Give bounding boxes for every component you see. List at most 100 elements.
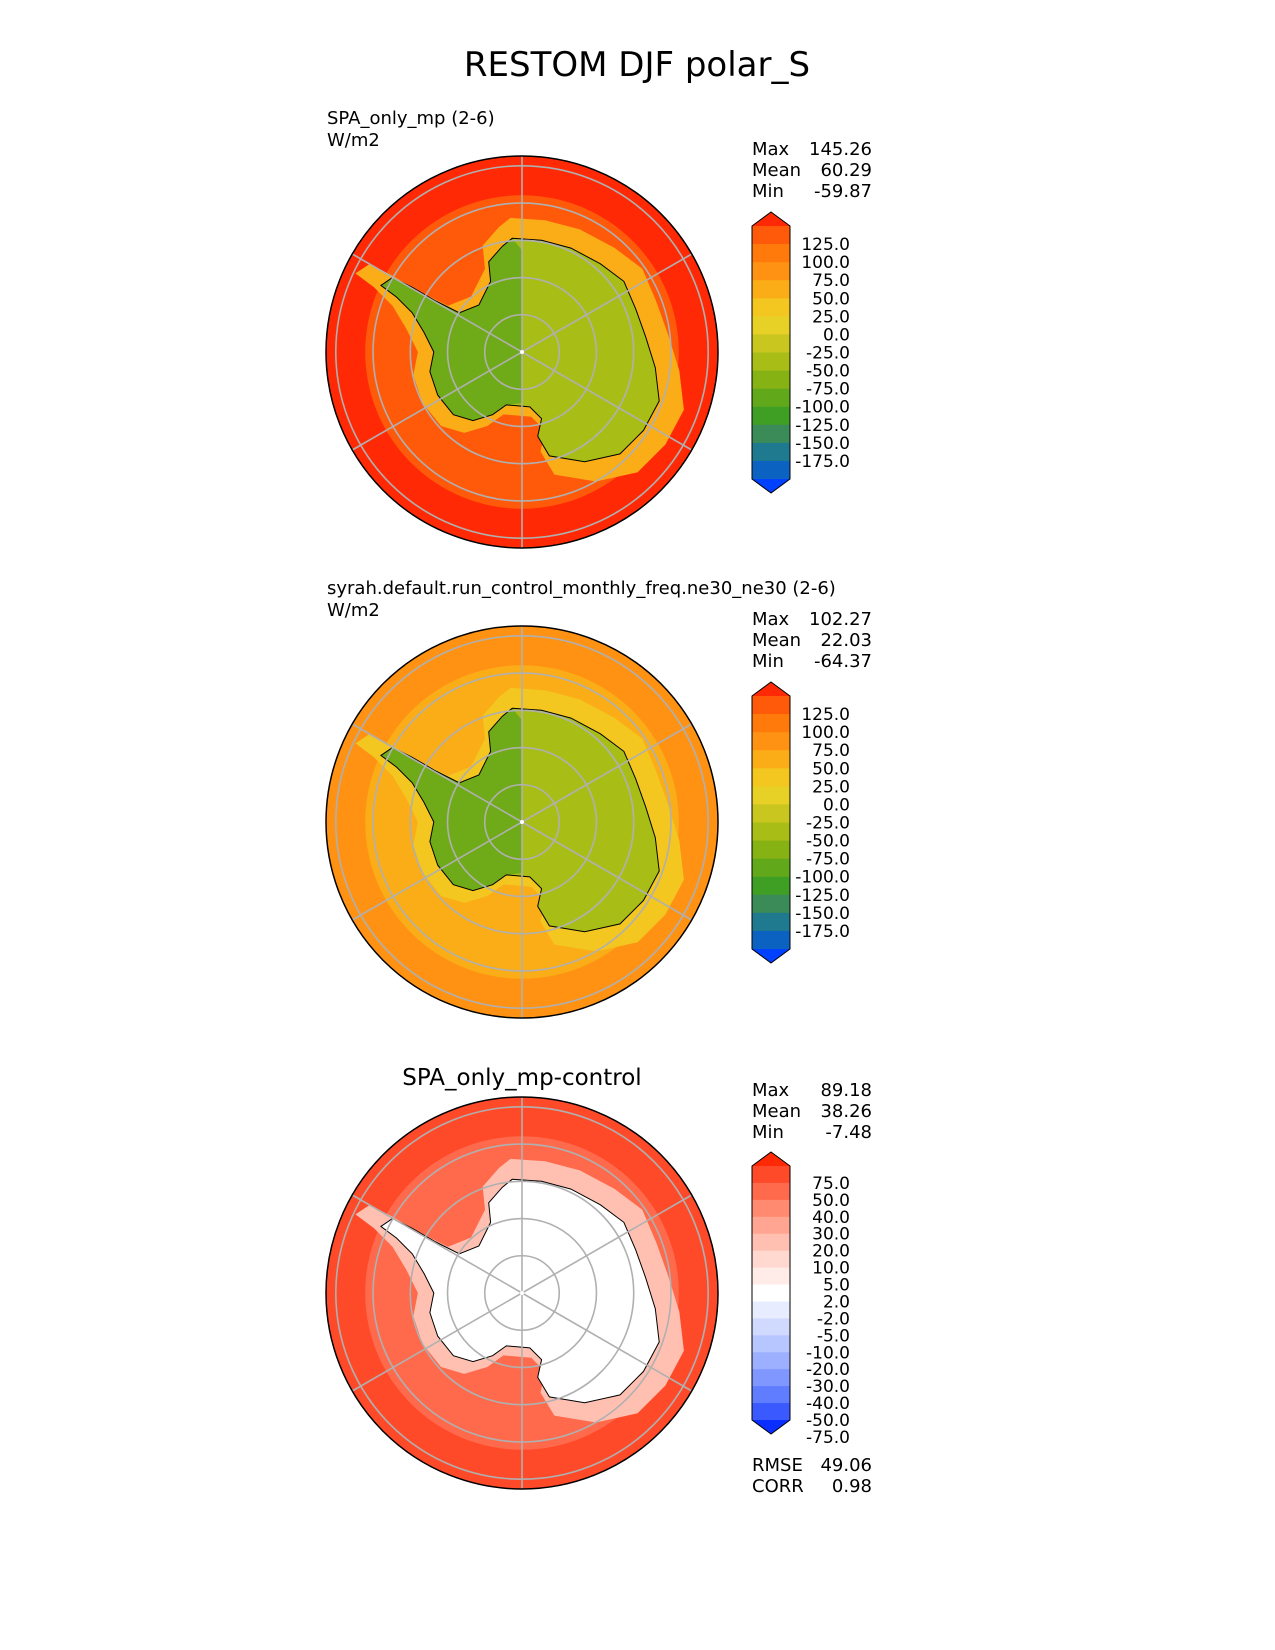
colorbar-level-4 xyxy=(752,750,790,769)
colorbar-tick-label: 25.0 xyxy=(812,777,850,797)
colorbar-level-3 xyxy=(752,262,790,281)
map-boundary xyxy=(325,1096,719,1490)
colorbar-tick-label: 75.0 xyxy=(812,271,850,291)
colorbar-level-2 xyxy=(752,714,790,733)
meridian-240 xyxy=(351,1292,523,1392)
extra-stat-label-rmse: RMSE xyxy=(752,1455,803,1476)
stat-value-min: -64.37 xyxy=(814,651,872,672)
colorbar-level-14 xyxy=(752,1386,790,1404)
colorbar-tick-label: -75.0 xyxy=(806,850,850,870)
meridian-240 xyxy=(351,821,523,921)
colorbar-tick-label: 50.0 xyxy=(812,759,850,779)
stat-value-max: 89.18 xyxy=(820,1080,872,1101)
colorbar-level-2 xyxy=(752,244,790,263)
colorbar-tick-label: 30.0 xyxy=(812,1225,850,1245)
colorbar-tick-label: -175.0 xyxy=(795,922,850,942)
colorbar-tick-label: -50.0 xyxy=(806,1411,850,1431)
colorbar-tick-label: -175.0 xyxy=(795,452,850,472)
stat-label-min: Min xyxy=(752,651,784,672)
colorbar-tick-label: -50.0 xyxy=(806,832,850,852)
colorbar-tick-label: 50.0 xyxy=(812,1191,850,1211)
colorbar-tick-label: -25.0 xyxy=(806,344,850,364)
meridian-300 xyxy=(351,1194,523,1294)
stat-label-mean: Mean xyxy=(752,160,801,181)
colorbar-outline xyxy=(751,1151,791,1435)
meridian-300 xyxy=(351,253,523,353)
colorbar-level-4 xyxy=(752,280,790,299)
map-boundary xyxy=(325,625,719,1019)
colorbar-outline xyxy=(751,211,791,494)
colorbar-tick-label: 5.0 xyxy=(823,1276,850,1296)
panel-name-label: syrah.default.run_control_monthly_freq.n… xyxy=(327,578,836,599)
figure-title: RESTOM DJF polar_S xyxy=(464,45,810,85)
colorbar: 125.0100.075.050.025.00.0-25.0-50.0-75.0… xyxy=(751,681,850,964)
stat-value-mean: 38.26 xyxy=(820,1101,872,1122)
colorbar-tick-label: -5.0 xyxy=(817,1326,850,1346)
gridlines xyxy=(334,626,709,1018)
colorbar-level-10 xyxy=(752,388,790,408)
panel-2: syrah.default.run_control_monthly_freq.n… xyxy=(325,578,872,1019)
colorbar-tick-label: 125.0 xyxy=(801,235,850,255)
panel-1: SPA_only_mp (2-6)W/m2 Max 145.26 Mean 60.29 M… xyxy=(325,108,872,549)
meridian-60 xyxy=(521,253,693,353)
colorbar-tick-label: 100.0 xyxy=(801,253,850,273)
colorbar-level-11 xyxy=(752,876,790,896)
colorbar-tick-label: -50.0 xyxy=(806,362,850,382)
colorbar-extend-top xyxy=(752,212,790,226)
colorbar-level-12 xyxy=(752,894,790,914)
colorbar-tick-label: -2.0 xyxy=(817,1309,850,1329)
colorbar-tick-label: -75.0 xyxy=(806,380,850,400)
colorbar-level-8 xyxy=(752,352,790,372)
colorbar-level-9 xyxy=(752,1301,790,1319)
colorbar-level-1 xyxy=(752,226,790,245)
map-field xyxy=(326,156,718,548)
colorbar-level-12 xyxy=(752,424,790,444)
colorbar-level-13 xyxy=(752,1369,790,1387)
colorbar-level-11 xyxy=(752,406,790,426)
colorbar-level-10 xyxy=(752,858,790,878)
stat-value-max: 145.26 xyxy=(809,139,872,160)
gridlines xyxy=(334,1097,709,1489)
colorbar-tick-label: 0.0 xyxy=(823,795,850,815)
colorbar-level-15 xyxy=(752,1403,790,1421)
stat-label-min: Min xyxy=(752,1122,784,1143)
coastline xyxy=(380,237,660,463)
extra-stat-value-rmse: 49.06 xyxy=(820,1455,872,1476)
pole-point xyxy=(520,820,524,824)
colorbar-extend-bottom xyxy=(752,949,790,963)
stat-value-max: 102.27 xyxy=(809,609,872,630)
extra-stat-label-corr: CORR xyxy=(752,1476,804,1497)
colorbar-level-13 xyxy=(752,442,790,462)
colorbar-tick-label: -40.0 xyxy=(806,1394,850,1414)
colorbar-tick-label: 100.0 xyxy=(801,723,850,743)
colorbar-outline xyxy=(751,681,791,964)
stat-label-min: Min xyxy=(752,181,784,202)
colorbar-level-3 xyxy=(752,1199,790,1218)
colorbar-tick-label: -75.0 xyxy=(806,1428,850,1448)
colorbar-tick-label: -100.0 xyxy=(795,398,850,418)
map-boundary xyxy=(325,155,719,549)
panel-3: SPA_only_mp-control Max 89.18 Mean 38.26 Min -… xyxy=(325,1065,872,1497)
colorbar-level-3 xyxy=(752,732,790,751)
colorbar-tick-label: 20.0 xyxy=(812,1242,850,1262)
colorbar-tick-label: -125.0 xyxy=(795,416,850,436)
stat-value-mean: 60.29 xyxy=(820,160,872,181)
colorbar-level-9 xyxy=(752,370,790,390)
coastline xyxy=(380,707,660,933)
stat-value-min: -7.48 xyxy=(825,1122,872,1143)
colorbar: 125.0100.075.050.025.00.0-25.0-50.0-75.0… xyxy=(751,211,850,494)
pole-point xyxy=(520,1291,524,1295)
pole-point xyxy=(520,350,524,354)
colorbar-level-13 xyxy=(752,912,790,932)
colorbar-extend-top xyxy=(752,682,790,696)
colorbar-level-7 xyxy=(752,334,790,353)
colorbar-tick-label: -30.0 xyxy=(806,1377,850,1397)
meridian-60 xyxy=(521,1194,693,1294)
colorbar-tick-label: -25.0 xyxy=(806,814,850,834)
meridian-60 xyxy=(521,723,693,823)
colorbar-level-7 xyxy=(752,1267,790,1286)
panel-name-label: SPA_only_mp (2-6) xyxy=(327,108,495,129)
stat-label-max: Max xyxy=(752,609,790,630)
meridian-120 xyxy=(521,821,693,921)
colorbar-tick-label: 25.0 xyxy=(812,307,850,327)
